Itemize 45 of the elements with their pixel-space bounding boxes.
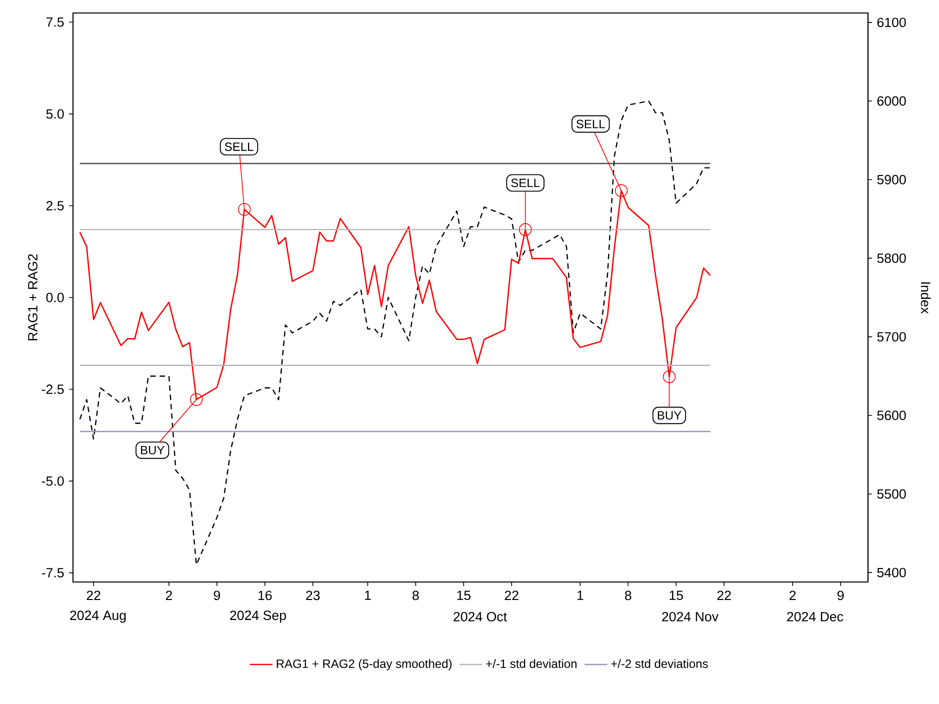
y2-axis-title: Index bbox=[920, 282, 931, 314]
legend-label: +/-2 std deviations bbox=[611, 659, 708, 668]
y-tick-label: -5.0 bbox=[42, 476, 64, 486]
y-tick-label: 5.0 bbox=[46, 109, 64, 119]
y-tick-label: 7.5 bbox=[46, 18, 64, 27]
x-tick-label: 23 bbox=[306, 590, 320, 600]
x-tick-label: 22 bbox=[717, 590, 731, 600]
y2-tick-label: 6000 bbox=[877, 96, 906, 106]
annotation: SELL bbox=[224, 142, 254, 151]
y2-tick-label: 6100 bbox=[877, 18, 906, 28]
annotation: SELL bbox=[511, 178, 540, 188]
x-tick-label: 9 bbox=[838, 590, 844, 600]
y-tick-label: 0.0 bbox=[46, 292, 64, 302]
x-tick-label: 22 bbox=[86, 590, 100, 600]
x-tick-label: 1 bbox=[577, 590, 584, 600]
x-tick-label: 1 bbox=[365, 590, 371, 600]
text: 2024 Nov bbox=[662, 612, 718, 622]
y-tick-label: -2.5 bbox=[42, 384, 64, 394]
text: 2024 Oct bbox=[454, 612, 507, 622]
x-tick-label: 2 bbox=[790, 590, 796, 600]
y2-tick-label: 5900 bbox=[877, 174, 906, 184]
y-tick-label: 2.5 bbox=[46, 201, 64, 210]
legend-label: +/-1 std deviation bbox=[486, 659, 576, 668]
y2-tick-label: 5500 bbox=[877, 489, 906, 499]
x-tick-label: 16 bbox=[258, 590, 272, 600]
annotation: BUY bbox=[658, 411, 682, 420]
y-axis-title: RAG1 + RAG2 bbox=[28, 254, 38, 340]
legend-label: RAG1 + RAG2 (5-day smoothed) bbox=[276, 659, 452, 670]
x-tick-label: 2 bbox=[166, 590, 172, 600]
annotation: BUY bbox=[141, 446, 164, 454]
y2-tick-label: 5400 bbox=[877, 568, 906, 578]
x-tick-label: 8 bbox=[625, 590, 632, 600]
annotation: SELL bbox=[576, 120, 605, 128]
text: 2024 Sep bbox=[230, 610, 286, 623]
text: 2024 Aug bbox=[70, 610, 126, 623]
x-tick-label: 8 bbox=[412, 590, 419, 600]
y2-tick-label: 5800 bbox=[877, 253, 906, 263]
x-tick-label: 15 bbox=[457, 590, 471, 600]
x-tick-label: 15 bbox=[670, 590, 683, 600]
text: 2024 Dec bbox=[787, 612, 844, 622]
y2-tick-label: 5600 bbox=[877, 410, 906, 420]
y2-tick-label: 5700 bbox=[877, 332, 906, 342]
y-tick-label: -7.5 bbox=[42, 568, 64, 578]
x-tick-label: 9 bbox=[214, 590, 220, 600]
x-tick-label: 22 bbox=[504, 590, 518, 600]
